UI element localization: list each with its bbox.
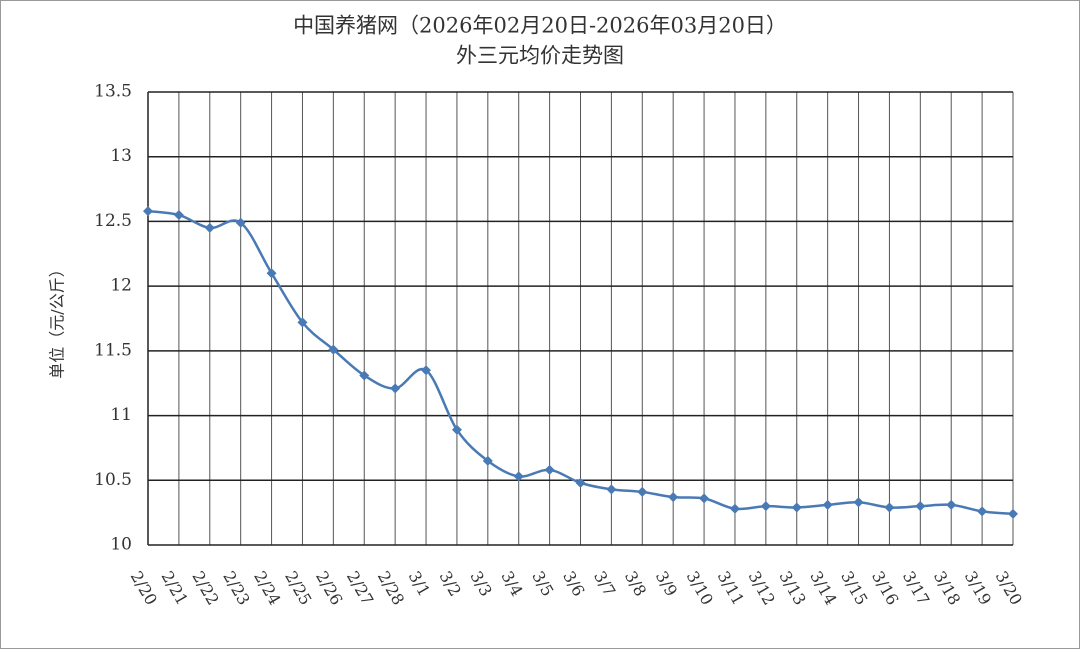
point-marker (421, 365, 432, 376)
point-marker (235, 217, 246, 228)
chart-title: 中国养猪网（2026年02月20日-2026年03月20日） (293, 14, 787, 38)
y-tick-label: 10.5 (94, 470, 132, 490)
point-marker (977, 506, 988, 517)
point-marker (204, 222, 215, 233)
point-marker (822, 499, 833, 510)
point-marker (915, 501, 926, 512)
point-marker (544, 464, 555, 475)
point-marker (729, 503, 740, 514)
point-marker (390, 383, 401, 394)
point-marker (637, 486, 648, 497)
y-axis-label: 单位（元/公斤） (48, 261, 67, 378)
point-marker (359, 370, 370, 381)
point-marker (853, 497, 864, 508)
point-marker (668, 492, 679, 503)
y-tick-label: 10 (110, 535, 132, 555)
point-marker (297, 317, 308, 328)
point-marker (143, 206, 153, 217)
point-marker (513, 471, 524, 482)
y-tick-label: 12.5 (94, 211, 132, 231)
point-marker (173, 209, 184, 220)
point-marker (946, 499, 957, 510)
y-tick-label: 13.5 (94, 82, 132, 102)
y-tick-label: 11 (110, 405, 132, 425)
point-marker (1008, 508, 1018, 519)
point-marker (451, 424, 462, 435)
point-marker (266, 268, 277, 279)
y-tick-label: 12 (110, 276, 132, 296)
point-marker (884, 502, 895, 513)
point-marker (791, 502, 802, 513)
point-marker (606, 484, 617, 495)
chart-subtitle: 外三元均价走势图 (456, 44, 624, 68)
point-marker (575, 477, 586, 488)
point-marker (760, 501, 771, 512)
y-tick-label: 13 (110, 146, 132, 166)
y-tick-label: 11.5 (94, 340, 132, 360)
point-marker (699, 493, 710, 504)
point-marker (482, 455, 493, 466)
point-marker (328, 344, 339, 355)
